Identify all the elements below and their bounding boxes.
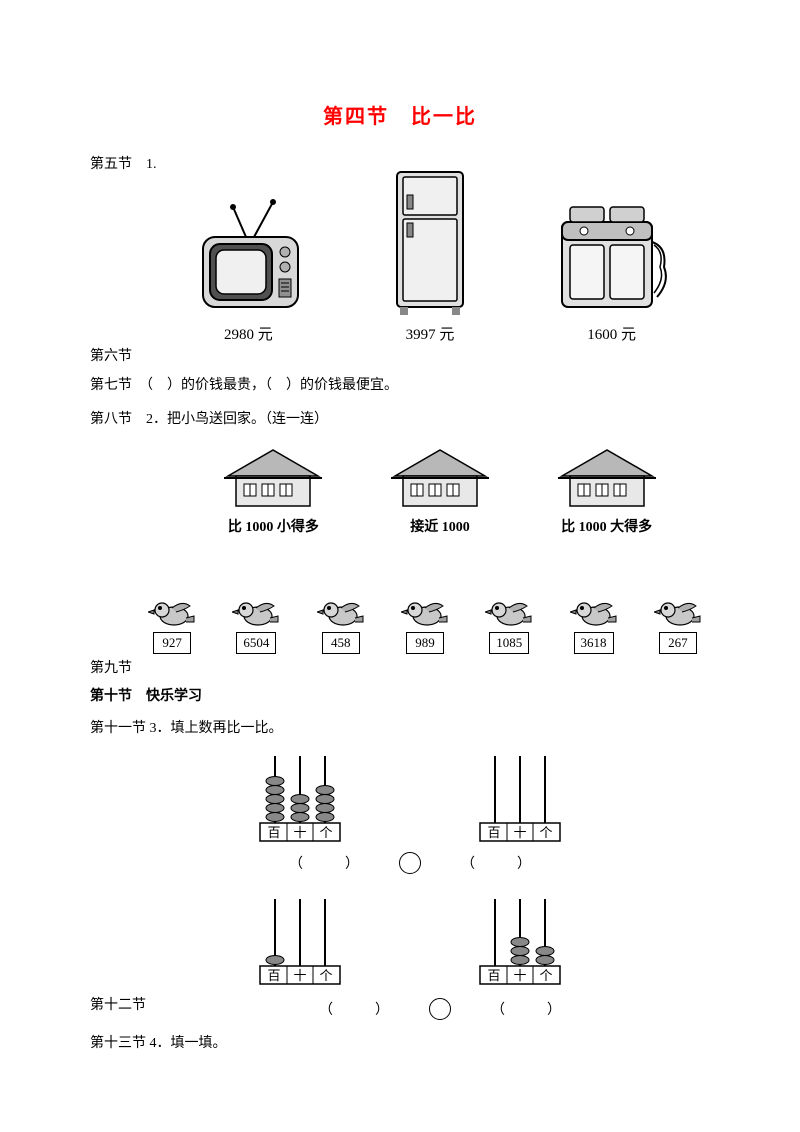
house-icon-3	[552, 442, 662, 512]
bird-3-label: 458	[322, 632, 360, 654]
house-2: 接近 1000	[385, 442, 495, 536]
fridge-icon	[385, 167, 475, 317]
compare-circle	[429, 998, 451, 1020]
fridge-item: 3997 元	[385, 167, 475, 344]
abacus-grid: 百 十 个 百 十 个 （ ） （ ） 百	[190, 751, 710, 989]
bird-2: 6504	[232, 596, 280, 654]
svg-text:百: 百	[267, 968, 280, 983]
tv-item: 2980 元	[188, 197, 308, 344]
bird-4: 989	[401, 596, 449, 654]
section-11: 第十一节 3．填上数再比一比。	[90, 718, 710, 740]
bird-icon	[148, 596, 196, 630]
bird-icon	[570, 596, 618, 630]
svg-text:十: 十	[513, 968, 526, 983]
abacus-compare-1: （ ） （ ）	[190, 852, 630, 874]
bird-icon	[317, 596, 365, 630]
section-13: 第十三节 4．填一填。	[90, 1033, 710, 1055]
bird-5-label: 1085	[489, 632, 529, 654]
svg-text:百: 百	[487, 968, 500, 983]
bird-5: 1085	[485, 596, 533, 654]
abacus-2: 百 十 个	[470, 751, 570, 846]
abacus-compare-2: （ ） （ ）	[220, 998, 660, 1020]
abacus-3: 百 十 个	[250, 894, 350, 989]
svg-text:百: 百	[487, 825, 500, 840]
bird-icon	[485, 596, 533, 630]
bird-1-label: 927	[153, 632, 191, 654]
bird-icon	[654, 596, 702, 630]
svg-text:个: 个	[319, 825, 332, 840]
house-1-label: 比 1000 小得多	[228, 516, 319, 536]
bird-6: 3618	[570, 596, 618, 654]
washer-item: 1600 元	[552, 197, 672, 344]
section-6: 第六节	[90, 346, 710, 368]
tv-price: 2980 元	[224, 323, 273, 344]
section-10: 第十节 快乐学习	[90, 686, 710, 708]
appliances-row: 2980 元 3997 元 1600 元	[150, 184, 710, 344]
bird-6-label: 3618	[574, 632, 614, 654]
bird-7: 267	[654, 596, 702, 654]
section-7: 第七节 （ ）的价钱最贵，（ ）的价钱最便宜。	[90, 375, 710, 397]
svg-text:百: 百	[267, 825, 280, 840]
section-9: 第九节	[90, 658, 710, 680]
bird-icon	[232, 596, 280, 630]
bird-1: 927	[148, 596, 196, 654]
house-icon-2	[385, 442, 495, 512]
bird-7-label: 267	[659, 632, 697, 654]
house-3: 比 1000 大得多	[552, 442, 662, 536]
tv-icon	[188, 197, 308, 317]
svg-text:个: 个	[539, 968, 552, 983]
svg-text:十: 十	[513, 825, 526, 840]
washer-price: 1600 元	[587, 323, 636, 344]
washer-icon	[552, 197, 672, 317]
houses-row: 比 1000 小得多 接近 1000 比 1000 大得多	[190, 442, 690, 536]
bird-icon	[401, 596, 449, 630]
fridge-price: 3997 元	[406, 323, 455, 344]
house-1: 比 1000 小得多	[218, 442, 328, 536]
svg-text:十: 十	[293, 968, 306, 983]
section-8: 第八节 2．把小鸟送回家。（连一连）	[90, 409, 710, 431]
svg-text:个: 个	[319, 968, 332, 983]
bird-2-label: 6504	[236, 632, 276, 654]
section-12: 第十二节	[90, 995, 220, 1017]
svg-text:个: 个	[539, 825, 552, 840]
house-icon-1	[218, 442, 328, 512]
house-2-label: 接近 1000	[410, 516, 470, 536]
abacus-4: 百 十 个	[470, 894, 570, 989]
bird-4-label: 989	[406, 632, 444, 654]
abacus-1: 百 十 个	[250, 751, 350, 846]
house-3-label: 比 1000 大得多	[561, 516, 652, 536]
compare-circle	[399, 852, 421, 874]
page-title: 第四节 比一比	[90, 100, 710, 129]
bird-3: 458	[317, 596, 365, 654]
svg-text:十: 十	[293, 825, 306, 840]
birds-row: 927 6504 458 989 1085 3618 267	[130, 596, 720, 654]
